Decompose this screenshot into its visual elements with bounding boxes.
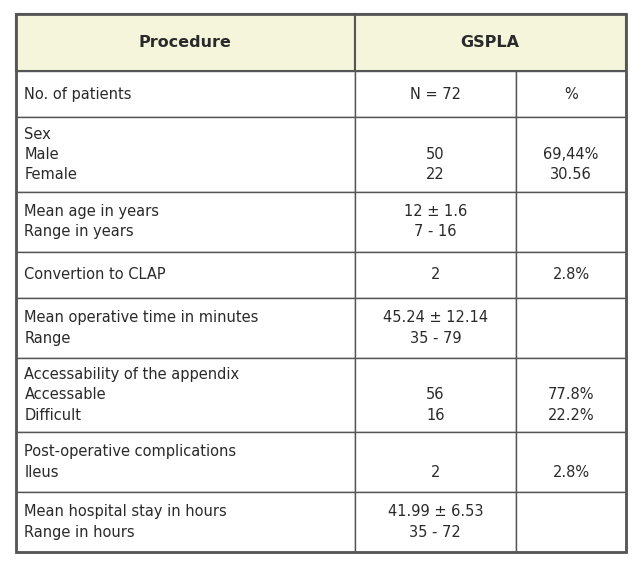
FancyBboxPatch shape	[16, 492, 354, 552]
Text: 45.24 ± 12.14
35 - 79: 45.24 ± 12.14 35 - 79	[383, 310, 488, 346]
Text: 41.99 ± 6.53
35 - 72: 41.99 ± 6.53 35 - 72	[388, 504, 483, 539]
Text: 2.8%: 2.8%	[553, 444, 589, 480]
Text: 69,44%
30.56: 69,44% 30.56	[543, 127, 599, 182]
Text: Post-operative complications
Ileus: Post-operative complications Ileus	[24, 444, 236, 480]
FancyBboxPatch shape	[354, 492, 516, 552]
FancyBboxPatch shape	[516, 432, 626, 492]
FancyBboxPatch shape	[516, 492, 626, 552]
Text: 2: 2	[431, 444, 440, 480]
FancyBboxPatch shape	[354, 298, 516, 358]
FancyBboxPatch shape	[16, 117, 354, 192]
FancyBboxPatch shape	[354, 14, 626, 71]
Text: No. of patients: No. of patients	[24, 87, 132, 102]
Text: Mean hospital stay in hours
Range in hours: Mean hospital stay in hours Range in hou…	[24, 504, 227, 539]
Text: Procedure: Procedure	[139, 35, 232, 50]
FancyBboxPatch shape	[354, 358, 516, 432]
FancyBboxPatch shape	[16, 192, 354, 251]
FancyBboxPatch shape	[354, 117, 516, 192]
Text: GSPLA: GSPLA	[461, 35, 520, 50]
Text: 2.8%: 2.8%	[553, 267, 589, 282]
Text: Convertion to CLAP: Convertion to CLAP	[24, 267, 166, 282]
FancyBboxPatch shape	[354, 432, 516, 492]
Text: 56
16: 56 16	[426, 367, 445, 423]
Text: 50
22: 50 22	[426, 127, 445, 182]
Text: 12 ± 1.6
7 - 16: 12 ± 1.6 7 - 16	[404, 204, 467, 239]
FancyBboxPatch shape	[516, 298, 626, 358]
Text: Mean operative time in minutes
Range: Mean operative time in minutes Range	[24, 310, 259, 346]
Text: 77.8%
22.2%: 77.8% 22.2%	[548, 367, 594, 423]
FancyBboxPatch shape	[16, 251, 354, 298]
Text: N = 72: N = 72	[410, 87, 461, 102]
FancyBboxPatch shape	[16, 14, 354, 71]
FancyBboxPatch shape	[354, 71, 516, 117]
Text: Sex
Male
Female: Sex Male Female	[24, 127, 77, 182]
FancyBboxPatch shape	[354, 192, 516, 251]
FancyBboxPatch shape	[354, 251, 516, 298]
FancyBboxPatch shape	[16, 358, 354, 432]
FancyBboxPatch shape	[516, 358, 626, 432]
FancyBboxPatch shape	[516, 192, 626, 251]
FancyBboxPatch shape	[516, 71, 626, 117]
FancyBboxPatch shape	[16, 432, 354, 492]
Text: Mean age in years
Range in years: Mean age in years Range in years	[24, 204, 159, 239]
FancyBboxPatch shape	[16, 71, 354, 117]
FancyBboxPatch shape	[16, 298, 354, 358]
Text: %: %	[564, 87, 578, 102]
FancyBboxPatch shape	[516, 251, 626, 298]
Text: 2: 2	[431, 267, 440, 282]
Text: Accessability of the appendix
Accessable
Difficult: Accessability of the appendix Accessable…	[24, 367, 239, 423]
FancyBboxPatch shape	[516, 117, 626, 192]
